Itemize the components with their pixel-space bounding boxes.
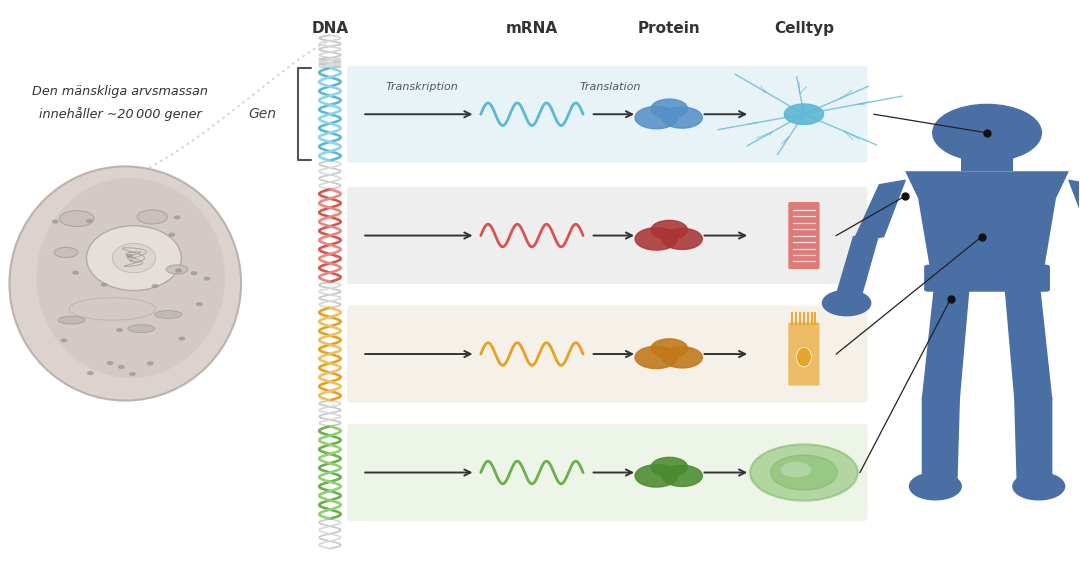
- FancyBboxPatch shape: [347, 306, 867, 403]
- Circle shape: [662, 107, 702, 128]
- Text: mRNA: mRNA: [505, 21, 558, 36]
- Circle shape: [770, 455, 837, 490]
- FancyBboxPatch shape: [347, 424, 867, 521]
- Circle shape: [62, 339, 67, 342]
- Text: Transkription: Transkription: [386, 82, 458, 92]
- Circle shape: [117, 329, 122, 332]
- Circle shape: [635, 346, 677, 369]
- Circle shape: [197, 303, 202, 306]
- Text: Den mänskliga arvsmassan: Den mänskliga arvsmassan: [32, 85, 207, 98]
- Circle shape: [750, 445, 858, 501]
- Circle shape: [662, 229, 702, 249]
- Circle shape: [53, 220, 58, 223]
- Text: Translation: Translation: [579, 82, 640, 92]
- Text: Gen: Gen: [248, 107, 276, 121]
- FancyBboxPatch shape: [347, 66, 867, 163]
- Text: DNA: DNA: [311, 21, 349, 36]
- Circle shape: [635, 228, 677, 250]
- Polygon shape: [1004, 277, 1052, 399]
- Polygon shape: [922, 392, 959, 483]
- Text: innehåller ~20 000 gener: innehåller ~20 000 gener: [39, 107, 201, 121]
- Circle shape: [635, 107, 677, 129]
- Circle shape: [651, 221, 688, 239]
- Circle shape: [179, 337, 185, 340]
- Polygon shape: [905, 171, 1069, 275]
- Circle shape: [174, 216, 179, 219]
- Circle shape: [933, 104, 1041, 161]
- Circle shape: [781, 462, 811, 477]
- Ellipse shape: [137, 210, 167, 224]
- Circle shape: [662, 466, 702, 486]
- Circle shape: [651, 339, 688, 358]
- Circle shape: [651, 458, 688, 476]
- Circle shape: [909, 473, 961, 500]
- Circle shape: [784, 104, 824, 125]
- Circle shape: [86, 219, 92, 222]
- FancyBboxPatch shape: [788, 323, 820, 386]
- FancyBboxPatch shape: [347, 187, 867, 284]
- Polygon shape: [1069, 180, 1080, 241]
- FancyBboxPatch shape: [924, 265, 1050, 292]
- Text: Protein: Protein: [638, 21, 701, 36]
- Circle shape: [823, 290, 870, 316]
- Ellipse shape: [127, 325, 154, 333]
- Circle shape: [662, 347, 702, 368]
- Circle shape: [107, 362, 112, 365]
- Circle shape: [1013, 473, 1065, 500]
- Ellipse shape: [54, 247, 78, 257]
- Ellipse shape: [112, 243, 156, 273]
- Polygon shape: [836, 232, 879, 295]
- Polygon shape: [853, 180, 905, 241]
- Circle shape: [152, 285, 158, 287]
- Circle shape: [87, 371, 93, 374]
- Circle shape: [170, 234, 175, 236]
- Circle shape: [651, 99, 688, 118]
- Ellipse shape: [166, 265, 188, 274]
- Ellipse shape: [10, 167, 241, 400]
- Circle shape: [191, 272, 197, 274]
- Circle shape: [119, 366, 124, 369]
- Circle shape: [130, 373, 135, 375]
- Circle shape: [102, 284, 107, 286]
- FancyBboxPatch shape: [788, 202, 820, 269]
- Circle shape: [635, 465, 677, 487]
- Polygon shape: [1014, 392, 1052, 483]
- Ellipse shape: [58, 316, 85, 324]
- FancyBboxPatch shape: [961, 146, 1013, 171]
- Circle shape: [72, 272, 78, 274]
- Ellipse shape: [86, 226, 181, 290]
- Ellipse shape: [37, 177, 225, 378]
- Circle shape: [204, 277, 210, 280]
- Ellipse shape: [797, 348, 811, 367]
- Circle shape: [148, 362, 153, 365]
- Circle shape: [126, 255, 132, 257]
- Circle shape: [176, 269, 181, 272]
- Ellipse shape: [154, 311, 181, 319]
- Polygon shape: [922, 277, 970, 399]
- Text: Celltyp: Celltyp: [774, 21, 834, 36]
- Ellipse shape: [59, 211, 94, 226]
